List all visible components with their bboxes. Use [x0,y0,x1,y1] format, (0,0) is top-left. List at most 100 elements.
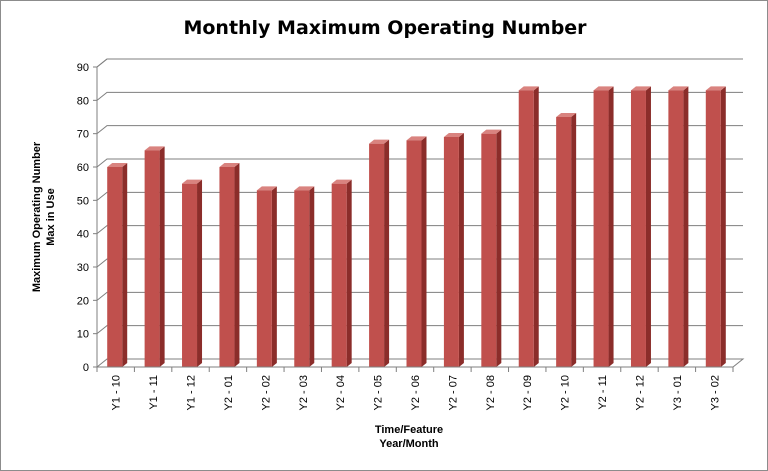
bar [630,86,651,367]
y-tick-label: 30 [77,262,89,274]
y-tick-label: 40 [77,229,89,241]
bar-front [593,90,609,367]
y-axis-ticks: 0 10 20 30 40 50 60 70 80 90 [77,62,97,374]
bar-front [518,90,534,367]
bar-front [705,90,721,367]
x-tick-label: Y1 - 10 [111,375,123,410]
y-tick-label: 60 [77,162,89,174]
x-axis-title-line1: Time/Feature [375,424,443,436]
bar [406,136,427,367]
x-tick-label: Y2 - 05 [373,375,385,410]
x-tick-label: Y2 - 02 [260,375,272,410]
x-tick-label: Y2 - 07 [447,375,459,410]
bar-front [369,143,385,367]
bar-front [443,137,459,367]
bar-side [384,139,390,367]
bar-side [533,86,539,367]
bar-top [182,179,203,184]
bar-side [608,86,614,367]
bar-front [630,90,646,367]
bar-side [271,186,277,367]
y-axis-title-line1: Maximum Operating Number [31,141,43,292]
bar-side [122,163,128,367]
bar [182,179,203,367]
bar-front [406,140,422,367]
bar-top [556,113,577,117]
x-tick-label: Y2 - 11 [597,375,609,410]
y-tick-label: 20 [77,295,89,307]
x-tick-label: Y2 - 08 [485,375,497,410]
bar-front [668,90,684,367]
bar-side [496,129,502,367]
bar [556,113,577,367]
x-tick-label: Y2 - 04 [335,375,347,410]
x-tick-label: Y3 - 01 [672,375,684,410]
bar-front [294,190,310,367]
bar [107,163,128,367]
x-tick-label: Y2 - 09 [522,375,534,410]
bar-front [182,183,198,367]
bar-top [668,86,689,91]
bar-top [406,136,427,141]
y-tick-label: 80 [77,95,89,107]
bar-side [458,133,464,367]
bar [668,86,689,367]
bar-side [234,163,240,367]
bar [593,86,614,367]
bar-side [720,86,726,367]
x-tick-label: Y2 - 10 [560,375,572,410]
x-tick-label: Y1 - 11 [148,375,160,410]
x-axis-title-line2: Year/Month [379,438,439,450]
bar [518,86,539,367]
bar-top [256,186,277,191]
bar-top [481,129,502,134]
bar-side [645,86,651,367]
y-tick-label: 50 [77,195,89,207]
bar [144,146,165,367]
bar-side [309,186,315,367]
bar-top [705,86,726,91]
bar [294,186,315,367]
bar-side [421,136,427,367]
bar-top [294,186,315,191]
bar-side [571,113,577,367]
bar-front [481,133,497,367]
side-wall [96,58,108,367]
bar [369,139,390,367]
bar-front [107,167,123,367]
x-tick-label: Y2 - 01 [223,375,235,410]
bars [107,86,726,367]
y-tick-label: 10 [77,329,89,341]
bar [331,179,352,367]
bar-front [556,117,572,367]
chart-title: Monthly Maximum Operating Number [183,17,587,39]
y-tick-label: 0 [83,362,89,374]
bar-top [219,163,240,167]
bar-top [331,179,352,184]
bar [256,186,277,367]
x-axis-ticks: Y1 - 10 Y1 - 11 Y1 - 12 Y2 - 01 Y2 - 02 Y2 - … [96,366,734,410]
bar [443,133,464,367]
bar-top [630,86,651,91]
bar-front [219,167,235,367]
bar-top [369,139,390,144]
bar-front [331,183,347,367]
bar-top [443,133,464,137]
bar-front [256,190,272,367]
bar-top [107,163,128,167]
bar-side [159,146,165,367]
bar [705,86,726,367]
x-tick-label: Y1 - 12 [186,375,198,410]
bar-top [518,86,539,91]
x-tick-label: Y2 - 12 [634,375,646,410]
y-tick-label: 90 [77,62,89,74]
y-axis-title-line2: Max in Use [45,188,57,245]
x-tick-label: Y2 - 06 [410,375,422,410]
bar [219,163,240,367]
x-tick-label: Y3 - 02 [709,375,721,410]
bar-top [144,146,165,151]
bar-side [683,86,689,367]
bar-side [197,179,203,367]
bar-side [346,179,352,367]
